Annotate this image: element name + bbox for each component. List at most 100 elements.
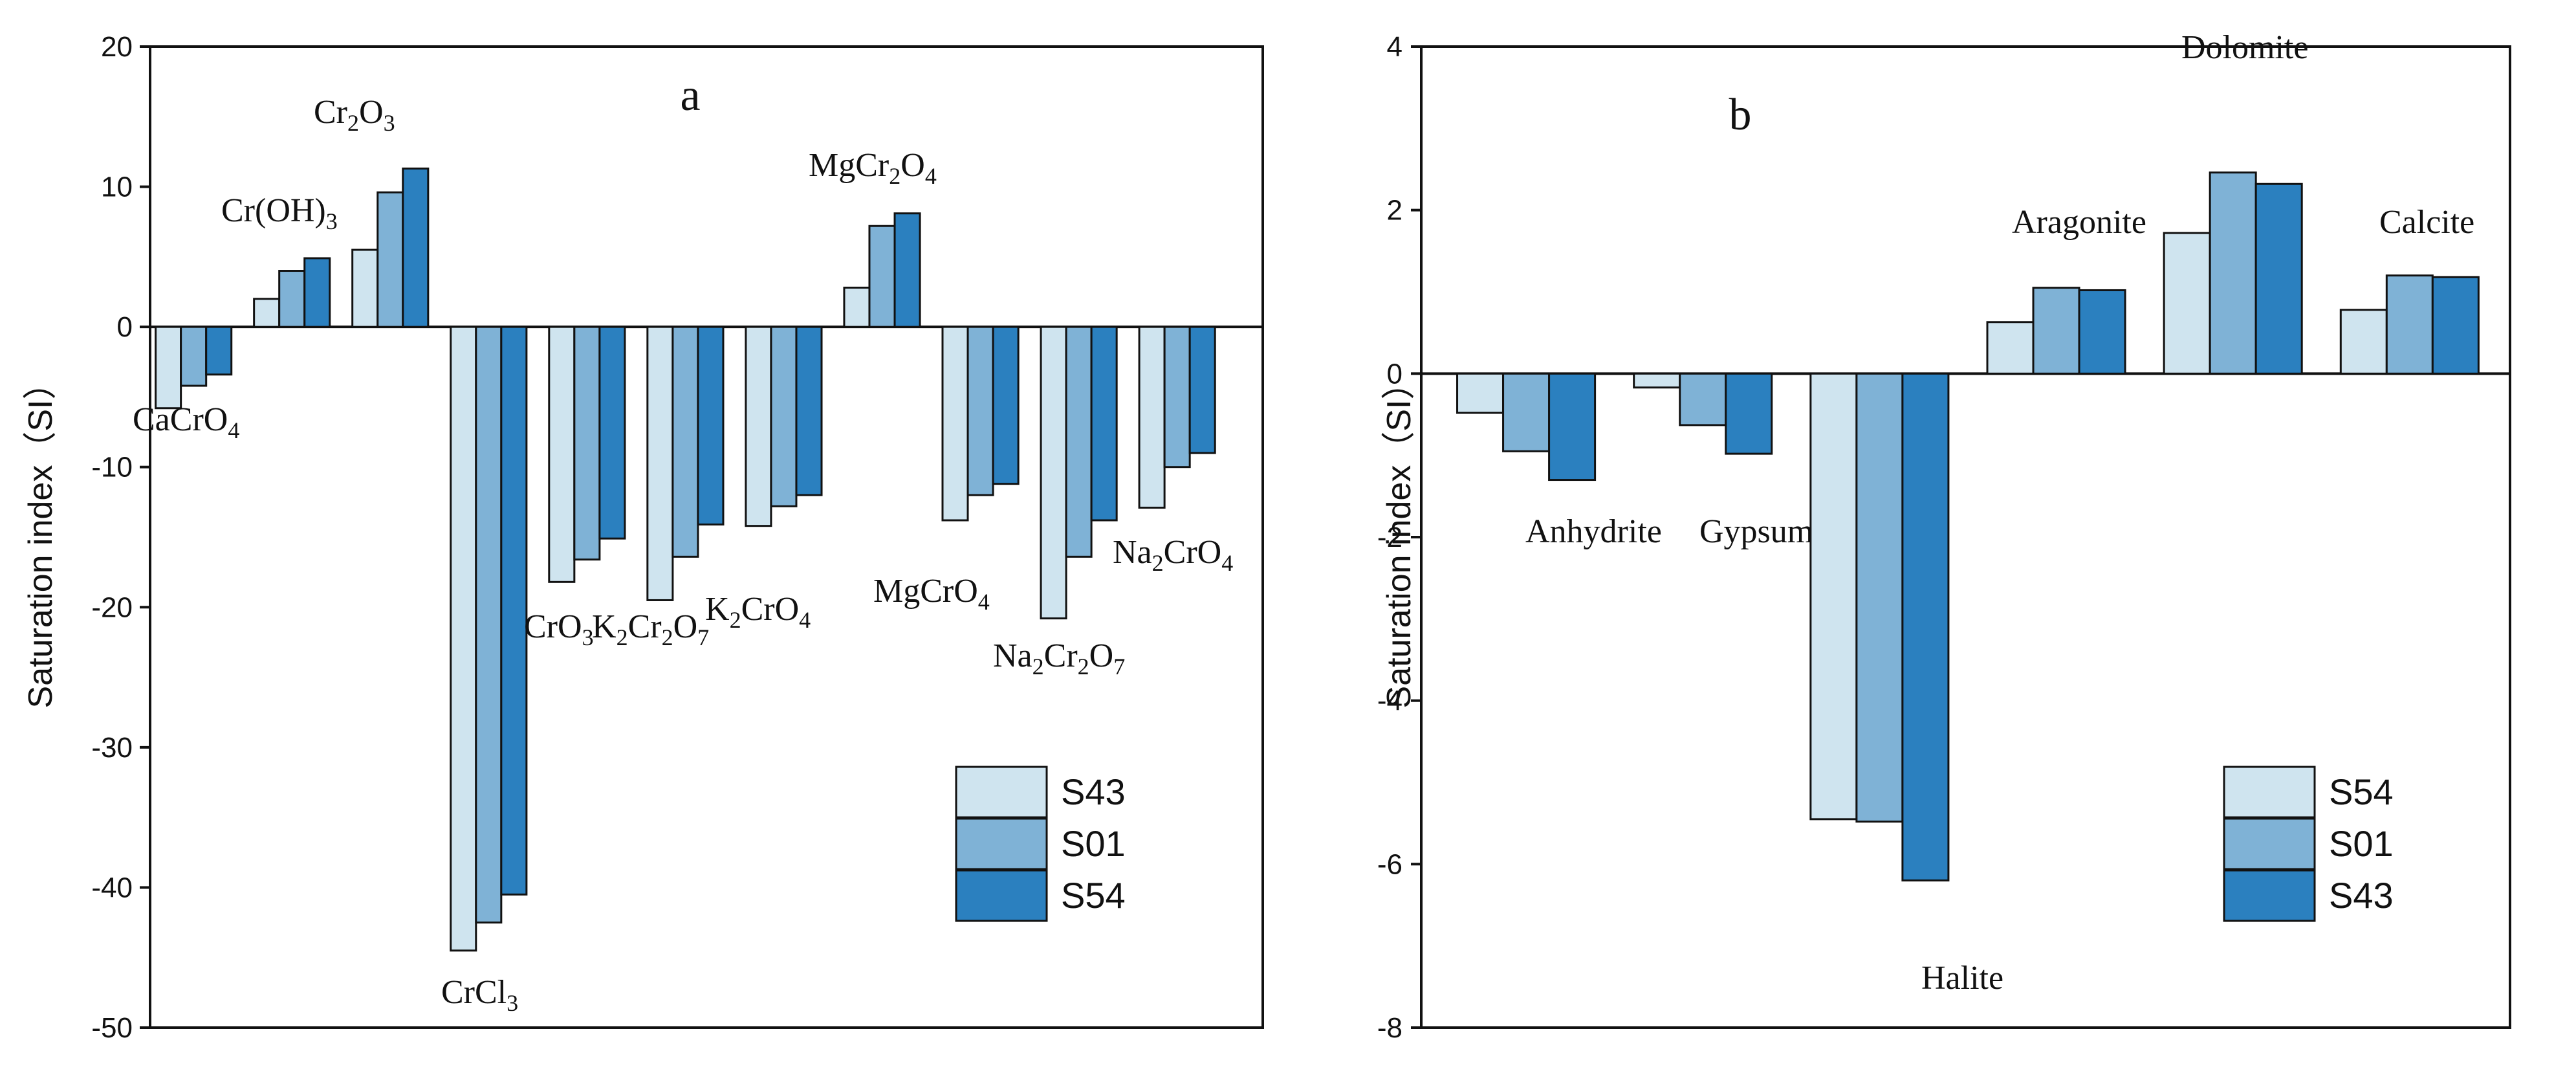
y-tick-label: 20 — [101, 31, 133, 63]
y-tick-label: 0 — [117, 311, 133, 343]
bar-s43-mgcr2o4 — [843, 287, 871, 328]
bar-s54-k2cr2o7 — [697, 326, 725, 526]
bar-s43-anhydrite — [1548, 372, 1597, 481]
label-part: 7 — [1113, 654, 1125, 679]
y-tick-label: 0 — [1387, 358, 1403, 390]
label-part: 2 — [730, 607, 741, 633]
label-part: 2 — [347, 110, 359, 136]
legend: S43 S01 S54 — [955, 766, 1126, 922]
bar-s54-calcite — [2339, 309, 2388, 375]
bar-s54-crcl3 — [500, 326, 528, 896]
bar-s43-crcl3 — [450, 326, 477, 952]
y-tick-label: 10 — [101, 171, 133, 203]
label-part: O — [901, 147, 925, 184]
label-part: CrCl — [441, 974, 507, 1011]
y-tick-label: -8 — [1377, 1012, 1403, 1044]
label-part: Cr(OH) — [221, 192, 326, 229]
plot-frame — [149, 45, 1264, 1029]
label-part: Cr — [1044, 637, 1078, 674]
panel-letter: a — [680, 71, 700, 120]
bar-s43-na2cro4 — [1138, 326, 1166, 509]
label-part: Aragonite — [2012, 204, 2146, 241]
bar-s01-gypsum — [1679, 372, 1727, 426]
category-label: CrO3 — [524, 608, 594, 650]
label-part: 2 — [1078, 654, 1089, 679]
y-tick-label: 4 — [1387, 31, 1403, 63]
bar-s01-anhydrite — [1502, 372, 1551, 452]
label-part: 4 — [1221, 550, 1233, 576]
label-part: K — [705, 591, 730, 628]
category-label: MgCrO4 — [873, 573, 990, 615]
label-part: Gypsum — [1699, 513, 1813, 550]
bar-s54-k2cro4 — [795, 326, 823, 496]
label-part: Halite — [1921, 960, 2003, 997]
label-part: 7 — [697, 624, 709, 650]
bar-s43-k2cr2o7 — [646, 326, 674, 601]
category-label: K2CrO4 — [705, 591, 811, 633]
y-tick-label: -50 — [91, 1012, 133, 1044]
category-label: K2Cr2O7 — [592, 608, 709, 650]
legend-swatch-s54 — [955, 869, 1048, 922]
label-part: 3 — [507, 990, 518, 1016]
category-label: Anhydrite — [1525, 513, 1662, 550]
bar-s01-k2cr2o7 — [671, 326, 699, 558]
bar-s54-na2cro4 — [1188, 326, 1216, 454]
label-part: Cr — [628, 608, 662, 645]
label-part: Calcite — [2379, 204, 2474, 241]
label-part: CrO — [741, 591, 800, 628]
legend-label-s43: S43 — [1061, 771, 1126, 812]
y-tick-label: -4 — [1377, 685, 1403, 717]
bar-s54-mgcr2o4 — [893, 212, 921, 328]
legend-swatch-s43 — [955, 766, 1048, 819]
category-label: CaCrO4 — [133, 401, 239, 443]
bar-s54-cro3 — [598, 326, 626, 540]
label-part: 4 — [978, 589, 990, 615]
category-label: Gypsum — [1699, 513, 1813, 550]
panel-letter: b — [1729, 90, 1752, 140]
bar-s01-k2cro4 — [770, 326, 798, 507]
bar-s43-gypsum — [1725, 372, 1773, 455]
bar-s43-cacro4 — [155, 326, 182, 410]
bar-s43-dolomite — [2254, 182, 2303, 375]
chart-panel-a: 20 10 0 -10 -20 -30 -40 -50 Saturation index（SI）… — [22, 31, 1264, 1044]
label-part: 3 — [384, 110, 395, 136]
bar-s43-aragonite — [2078, 289, 2126, 375]
category-label: Cr(OH)3 — [221, 192, 338, 234]
y-tick-label: -6 — [1377, 848, 1403, 880]
label-part: 3 — [582, 624, 594, 650]
legend-swatch-s01 — [2223, 817, 2316, 870]
label-part: MgCrO — [873, 573, 978, 610]
bar-s54-halite — [1809, 372, 1858, 821]
bar-s43-halite — [1901, 372, 1950, 882]
bar-s54-aragonite — [1986, 321, 2035, 375]
label-part: 2 — [1152, 550, 1164, 576]
category-label: Dolomite — [2181, 29, 2308, 66]
y-tick-label: -30 — [91, 732, 133, 764]
bar-s54-cr2o3 — [402, 167, 430, 328]
category-label: Na2CrO4 — [1113, 534, 1233, 576]
bar-s01-aragonite — [2032, 287, 2080, 375]
legend-label-s54: S54 — [1061, 875, 1126, 916]
legend-label-s54: S54 — [2329, 771, 2394, 812]
bar-s43-mgcro4 — [941, 326, 969, 522]
bar-s43-cro3 — [548, 326, 576, 583]
label-part: 2 — [662, 624, 673, 650]
label-part: Dolomite — [2181, 29, 2308, 66]
label-part: 4 — [228, 417, 239, 443]
bar-s01-mgcro4 — [966, 326, 994, 496]
bar-s01-calcite — [2385, 274, 2434, 375]
category-label: MgCr2O4 — [809, 147, 937, 189]
label-part: CrO — [1164, 534, 1222, 571]
bar-s43-na2cr2o7 — [1040, 326, 1067, 620]
y-tick-label: -20 — [91, 591, 133, 623]
label-part: CrO — [524, 608, 582, 645]
bar-s54-dolomite — [2163, 232, 2211, 375]
y-axis-title: Saturation index（SI） — [22, 366, 60, 709]
category-label: Na2Cr2O7 — [993, 637, 1125, 679]
category-label: Cr2O3 — [314, 94, 395, 136]
label-part: O — [359, 94, 384, 131]
label-part: 2 — [617, 624, 628, 650]
y-tick-label: 2 — [1387, 195, 1403, 226]
bar-s01-cro3 — [573, 326, 601, 561]
